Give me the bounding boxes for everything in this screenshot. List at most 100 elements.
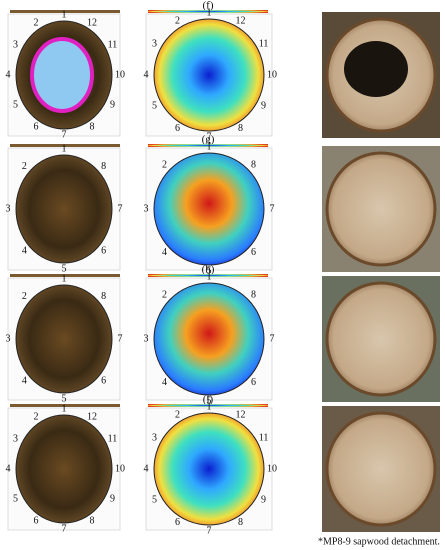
sensor-label: 1 <box>62 273 67 284</box>
sensor-label: 1 <box>207 401 212 412</box>
sensor-label: 8 <box>238 517 243 528</box>
sensor-label: 3 <box>13 433 18 444</box>
sensor-label: 6 <box>34 121 39 132</box>
scale-bar <box>10 274 120 277</box>
sensor-label: 5 <box>207 265 212 276</box>
sensor-label: 4 <box>162 377 167 388</box>
sensor-label: 6 <box>34 515 39 526</box>
sensor-label: 5 <box>13 493 18 504</box>
sensor-label: 11 <box>259 38 269 49</box>
sensor-label: 4 <box>162 247 167 258</box>
sensor-label: 12 <box>87 411 97 422</box>
sensor-label: 5 <box>62 263 67 274</box>
sensor-label: 9 <box>261 494 266 505</box>
stump-photo <box>325 411 437 527</box>
sensor-label: 5 <box>152 100 157 111</box>
sensor-label: 6 <box>101 376 106 387</box>
sensor-label: 6 <box>101 246 106 257</box>
sensor-label: 6 <box>175 517 180 528</box>
sensor-label: 1 <box>207 271 212 282</box>
sensor-label: 8 <box>90 515 95 526</box>
sensor-label: 11 <box>108 433 118 444</box>
sensor-label: 6 <box>251 247 256 258</box>
stump-photo <box>325 281 437 397</box>
sensor-label: 10 <box>115 463 125 474</box>
scale-bar <box>148 404 268 407</box>
sensor-label: 4 <box>6 463 11 474</box>
tomogram-section <box>15 154 113 264</box>
sensor-label: 9 <box>110 99 115 110</box>
sensor-label: 7 <box>62 523 67 534</box>
sensor-label: 6 <box>175 123 180 134</box>
sensor-label: 1 <box>207 141 212 152</box>
sensor-label: 7 <box>270 203 275 214</box>
sensor-label: 6 <box>251 377 256 388</box>
sensor-label: 1 <box>62 9 67 20</box>
sensor-label: 7 <box>207 131 212 142</box>
sensor-label: 1 <box>62 143 67 154</box>
stump-photo <box>325 151 437 267</box>
sensor-label: 1 <box>62 403 67 414</box>
sensor-label: 3 <box>6 203 11 214</box>
sensor-label: 9 <box>110 493 115 504</box>
sensor-label: 9 <box>261 100 266 111</box>
sensor-label: 2 <box>162 159 167 170</box>
sensor-label: 7 <box>62 129 67 140</box>
sensor-label: 3 <box>144 333 149 344</box>
heatmap-section <box>153 412 265 526</box>
scale-bar <box>10 404 120 407</box>
sensor-label: 8 <box>251 159 256 170</box>
sensor-label: 11 <box>108 39 118 50</box>
sensor-label: 8 <box>251 289 256 300</box>
sensor-label: 4 <box>22 376 27 387</box>
sensor-label: 8 <box>101 161 106 172</box>
sensor-label: 2 <box>34 411 39 422</box>
scale-bar <box>10 144 120 147</box>
sensor-label: 7 <box>207 525 212 536</box>
cavity <box>30 37 94 113</box>
sensor-label: 2 <box>175 16 180 27</box>
panel-label: (g) <box>202 134 215 146</box>
sensor-label: 4 <box>144 69 149 80</box>
hollow <box>344 41 408 97</box>
sensor-label: 8 <box>238 123 243 134</box>
sensor-label: 3 <box>6 333 11 344</box>
tomogram-section <box>15 284 113 394</box>
sensor-label: 3 <box>152 432 157 443</box>
heatmap-section <box>153 152 265 266</box>
sensor-label: 2 <box>22 161 27 172</box>
tomogram-section <box>15 414 113 524</box>
sensor-label: 5 <box>13 99 18 110</box>
scale-bar <box>10 10 120 13</box>
sensor-label: 2 <box>22 291 27 302</box>
sensor-label: 2 <box>162 289 167 300</box>
sensor-label: 12 <box>87 17 97 28</box>
sensor-label: 7 <box>118 333 123 344</box>
sensor-label: 11 <box>259 432 269 443</box>
scale-bar <box>148 274 268 277</box>
heatmap-section <box>153 282 265 396</box>
sensor-label: 3 <box>152 38 157 49</box>
sensor-label: 3 <box>13 39 18 50</box>
sensor-label: 5 <box>152 494 157 505</box>
sensor-label: 7 <box>270 333 275 344</box>
sensor-label: 5 <box>62 393 67 404</box>
sensor-label: 7 <box>118 203 123 214</box>
scale-bar <box>148 10 268 13</box>
sensor-label: 12 <box>236 16 246 27</box>
sensor-label: 4 <box>22 246 27 257</box>
sensor-label: 10 <box>267 69 277 80</box>
scale-bar <box>148 144 268 147</box>
sensor-label: 2 <box>34 17 39 28</box>
sensor-label: 4 <box>6 69 11 80</box>
sensor-label: 5 <box>207 395 212 406</box>
sensor-label: 8 <box>101 291 106 302</box>
sensor-label: 8 <box>90 121 95 132</box>
panel-label: (h) <box>202 264 215 276</box>
sensor-label: 2 <box>175 410 180 421</box>
sensor-label: 1 <box>207 7 212 18</box>
heatmap-section <box>153 18 265 132</box>
panel-label: (f) <box>203 0 214 12</box>
sensor-label: 10 <box>115 69 125 80</box>
